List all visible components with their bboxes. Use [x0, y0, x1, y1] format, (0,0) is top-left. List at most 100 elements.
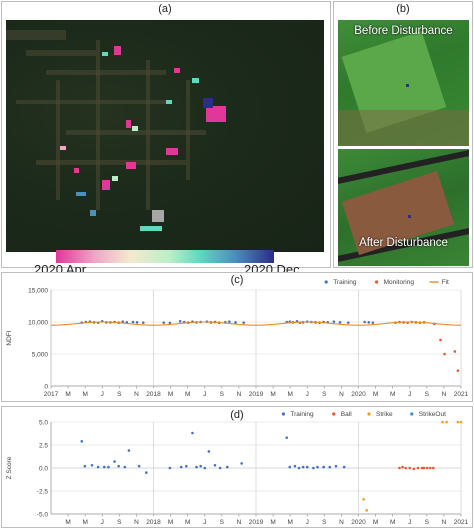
legend-training-label: Training	[290, 411, 314, 418]
x-tick-label: 2021	[454, 391, 469, 398]
training-point	[199, 464, 202, 468]
x-tick-label: 2020	[351, 391, 366, 398]
x-tick-label: M	[270, 391, 275, 398]
training-point	[242, 321, 245, 324]
ball-point	[425, 466, 429, 470]
training-point	[121, 320, 125, 323]
ball-point	[408, 466, 412, 470]
training-point	[107, 465, 110, 469]
y-tick-label: -2.5	[37, 489, 49, 496]
x-tick-label: M	[270, 519, 275, 526]
x-tick-label: S	[220, 519, 225, 526]
training-point	[316, 465, 319, 469]
legend-training-label: Training	[333, 279, 357, 286]
y-tick-label: -5.0	[37, 512, 49, 519]
ball-point	[432, 466, 435, 470]
x-tick-label: S	[425, 391, 430, 398]
ball-point	[416, 466, 420, 470]
colorbar	[56, 250, 274, 263]
panel-d-label: (d)	[230, 409, 244, 421]
training-point	[371, 321, 375, 324]
y-axis-label: NDFI	[6, 330, 13, 345]
training-point	[135, 321, 139, 324]
training-point	[234, 321, 237, 324]
monitoring-point	[456, 369, 460, 372]
x-tick-label: N	[237, 391, 242, 398]
training-point	[328, 465, 332, 469]
x-tick-label: J	[101, 519, 104, 526]
training-point	[322, 465, 325, 469]
strike-point	[459, 420, 463, 424]
monitoring-point	[453, 350, 457, 353]
panel-b-label: (b)	[396, 3, 410, 15]
legend-monitoring-swatch	[375, 280, 379, 284]
x-tick-label: M	[185, 391, 190, 398]
training-point	[113, 460, 116, 463]
strike-point	[362, 497, 365, 501]
training-point	[195, 465, 198, 469]
legend-strike-swatch	[367, 412, 371, 416]
after-disturbance-image: After Disturbance	[338, 149, 469, 266]
ball-point	[398, 466, 401, 470]
disturbance-map	[6, 20, 324, 252]
x-tick-label: M	[373, 391, 378, 398]
y-axis-label: Z Score	[6, 456, 13, 479]
x-tick-label: S	[322, 519, 327, 526]
training-point	[293, 464, 297, 468]
legend-strikeout-label: StrikeOut	[419, 411, 446, 418]
x-tick-label: N	[442, 519, 447, 526]
training-point	[312, 466, 315, 470]
panel-c-label: (c)	[230, 274, 244, 286]
x-tick-label: M	[82, 391, 87, 398]
strike-point	[445, 420, 448, 424]
zscore-chart: 5.0 2.5 0.0 -2.5 -5.0 M M J S N 2018 M M J S N 2019 M M J S N…	[6, 411, 469, 526]
x-tick-label: M	[390, 519, 395, 526]
training-point	[179, 465, 183, 469]
training-point	[162, 321, 166, 324]
y-tick-label: 5,000	[32, 352, 49, 359]
legend-monitoring-label: Monitoring	[384, 279, 415, 286]
strike-point	[456, 420, 460, 424]
x-tick-label: N	[134, 519, 139, 526]
training-point	[240, 462, 243, 465]
x-tick-label: M	[185, 519, 190, 526]
training-point	[218, 466, 222, 470]
training-point	[137, 464, 141, 468]
x-tick-label: 2017	[44, 391, 59, 398]
x-tick-label: N	[339, 519, 344, 526]
legend-training-swatch	[324, 280, 328, 284]
x-tick-label: N	[339, 391, 344, 398]
x-tick-label: J	[306, 519, 309, 526]
training-point	[334, 464, 338, 468]
ball-point	[401, 465, 404, 469]
x-tick-label: 2020	[351, 519, 366, 526]
legend-strikeout-swatch	[410, 412, 414, 416]
training-point	[367, 321, 371, 324]
ball-point	[412, 467, 416, 471]
x-tick-label: M	[82, 519, 87, 526]
x-tick-label: J	[408, 391, 411, 398]
x-tick-label: J	[408, 519, 411, 526]
training-point	[168, 321, 172, 325]
training-point	[145, 471, 148, 474]
x-tick-label: M	[65, 519, 70, 526]
training-point	[346, 321, 350, 324]
ball-point	[422, 466, 426, 470]
training-point	[127, 449, 131, 452]
legend-ball-label: Ball	[341, 411, 352, 418]
x-tick-label: M	[373, 519, 378, 526]
training-point	[83, 464, 87, 468]
x-tick-label: J	[101, 391, 104, 398]
training-point	[96, 465, 100, 469]
panel-c-frame	[1, 272, 473, 402]
x-tick-label: S	[220, 391, 225, 398]
x-tick-label: J	[306, 391, 309, 398]
x-tick-label: N	[237, 519, 242, 526]
x-tick-label: M	[65, 391, 70, 398]
y-tick-label: 5.0	[39, 420, 48, 427]
ball-point	[404, 466, 407, 470]
x-tick-label: S	[117, 519, 122, 526]
training-point	[363, 320, 366, 324]
x-tick-label: 2019	[249, 519, 264, 526]
legend-training-swatch	[281, 412, 285, 416]
